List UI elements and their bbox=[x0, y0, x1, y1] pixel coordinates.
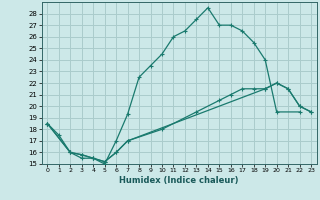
X-axis label: Humidex (Indice chaleur): Humidex (Indice chaleur) bbox=[119, 176, 239, 185]
